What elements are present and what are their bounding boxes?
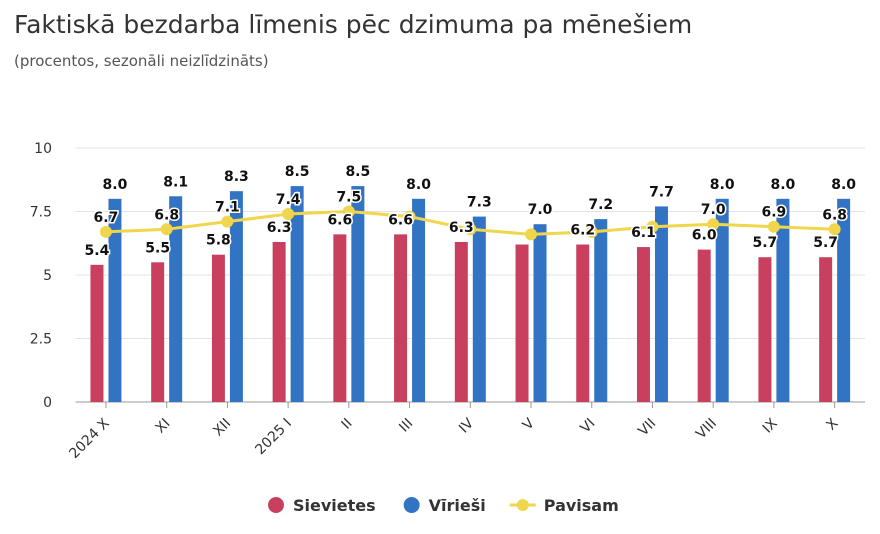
- legend-item: Sievietes: [293, 496, 376, 515]
- data-label: 8.5: [345, 164, 370, 180]
- point-pavisam: [99, 225, 112, 238]
- bar-sievietes: [576, 244, 590, 402]
- x-tick-label: III: [396, 416, 416, 436]
- data-label: 6.8: [822, 207, 847, 223]
- x-tick-label: VII: [635, 416, 659, 440]
- point-pavisam: [342, 205, 355, 218]
- data-label: 7.5: [336, 190, 361, 206]
- data-label: 8.0: [103, 177, 128, 193]
- legend-marker: [268, 497, 284, 513]
- bar-sievietes: [819, 257, 833, 402]
- data-label: 5.7: [813, 235, 838, 251]
- data-label: 5.4: [85, 243, 110, 259]
- bar-vīrieši: [472, 216, 486, 402]
- bar-vīrieši: [229, 191, 243, 402]
- bar-vīrieši: [169, 196, 183, 402]
- x-tick-label: XII: [210, 416, 234, 440]
- bar-sievietes: [394, 234, 408, 402]
- bar-vīrieši: [776, 198, 790, 402]
- chart-subtitle: (procentos, sezonāli neizlīdzināts): [14, 52, 269, 70]
- bar-sievietes: [211, 254, 225, 402]
- point-pavisam: [646, 220, 659, 233]
- data-label: 6.9: [762, 205, 787, 221]
- y-tick-label: 0: [43, 395, 52, 411]
- point-pavisam: [282, 208, 295, 221]
- bar-vīrieši: [654, 206, 668, 402]
- bar-sievietes: [636, 247, 650, 402]
- data-label: 7.1: [215, 200, 240, 216]
- bar-sievietes: [454, 241, 468, 402]
- chart-title: Faktiskā bezdarba līmenis pēc dzimuma pa…: [14, 10, 693, 39]
- data-label: 7.0: [528, 202, 553, 218]
- x-tick-label: 2025 I: [252, 416, 295, 459]
- x-tick-label: IV: [456, 415, 477, 436]
- x-tick-label: II: [339, 416, 356, 433]
- point-pavisam: [221, 215, 234, 228]
- point-pavisam: [585, 225, 598, 238]
- point-pavisam: [525, 228, 538, 241]
- bar-vīrieši: [412, 198, 426, 402]
- data-label: 7.7: [649, 184, 674, 200]
- y-tick-label: 5: [43, 268, 52, 284]
- x-tick-label: 2024 X: [66, 415, 113, 462]
- bar-sievietes: [333, 234, 347, 402]
- bar-sievietes: [272, 241, 286, 402]
- x-tick-label: IX: [760, 415, 781, 436]
- data-label: 7.2: [588, 197, 613, 213]
- bar-sievietes: [151, 262, 165, 402]
- point-pavisam: [464, 223, 477, 236]
- data-label: 6.8: [154, 207, 179, 223]
- data-label: 6.6: [388, 212, 413, 228]
- data-label: 8.0: [406, 177, 431, 193]
- data-label: 5.8: [206, 233, 231, 249]
- data-label: 6.3: [449, 220, 474, 236]
- bar-sievietes: [697, 249, 711, 402]
- point-pavisam: [707, 218, 720, 231]
- data-label: 6.7: [94, 210, 119, 226]
- data-label: 7.4: [276, 192, 301, 208]
- bar-vīrieši: [290, 186, 304, 402]
- bar-sievietes: [758, 257, 772, 402]
- x-tick-label: VI: [578, 416, 599, 437]
- data-label: 6.1: [631, 225, 656, 241]
- bar-sievietes: [515, 244, 529, 402]
- data-label: 8.0: [710, 177, 735, 193]
- data-label: 5.5: [145, 240, 170, 256]
- data-label: 6.0: [692, 228, 717, 244]
- legend-marker: [516, 499, 529, 511]
- legend-item: Pavisam: [544, 496, 619, 515]
- data-label: 8.3: [224, 169, 249, 185]
- legend-item: Vīrieši: [429, 496, 486, 515]
- bar-sievietes: [90, 264, 104, 402]
- legend-marker: [403, 497, 420, 513]
- y-tick-label: 10: [34, 141, 52, 157]
- data-label: 7.0: [701, 202, 726, 218]
- point-pavisam: [828, 223, 841, 236]
- y-tick-label: 2.5: [30, 332, 52, 348]
- bar-vīrieši: [351, 186, 365, 402]
- x-tick-label: X: [823, 415, 841, 433]
- y-tick-label: 7.5: [30, 205, 52, 221]
- data-label: 5.7: [753, 235, 778, 251]
- data-label: 8.5: [285, 164, 310, 180]
- x-tick-label: VIII: [693, 416, 720, 443]
- point-pavisam: [403, 210, 416, 223]
- bar-vīrieši: [108, 198, 122, 402]
- data-label: 6.2: [570, 223, 595, 239]
- data-label: 6.6: [327, 212, 352, 228]
- data-label: 7.3: [467, 195, 492, 211]
- bar-vīrieši: [715, 198, 729, 402]
- x-tick-label: V: [520, 415, 538, 433]
- point-pavisam: [767, 220, 780, 233]
- data-label: 8.0: [771, 177, 796, 193]
- bar-vīrieši: [837, 198, 851, 402]
- point-pavisam: [160, 223, 173, 236]
- data-label: 6.3: [267, 220, 292, 236]
- bar-vīrieši: [594, 219, 608, 402]
- bar-vīrieši: [533, 224, 547, 402]
- data-label: 8.0: [831, 177, 856, 193]
- data-label: 8.1: [163, 174, 188, 190]
- x-tick-label: XI: [152, 416, 173, 437]
